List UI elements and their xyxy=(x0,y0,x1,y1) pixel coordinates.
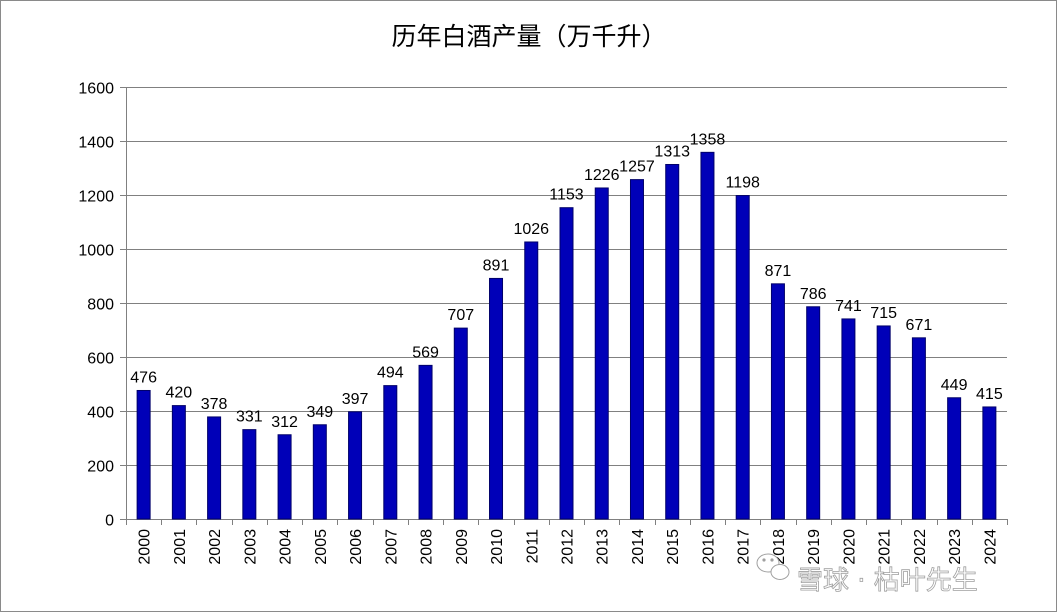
value-label-2020: 741 xyxy=(835,298,862,315)
value-label-2001: 420 xyxy=(166,385,193,402)
x-tick-label-2010: 2010 xyxy=(489,529,506,565)
y-tick-label: 800 xyxy=(87,297,114,314)
x-tick-label-2024: 2024 xyxy=(982,529,999,565)
bar-2015 xyxy=(665,163,680,520)
value-label-2013: 1226 xyxy=(584,167,620,184)
bar-2001 xyxy=(171,405,186,520)
bar-2021 xyxy=(876,325,891,520)
x-tick-label-2004: 2004 xyxy=(278,529,295,565)
value-label-2011: 1026 xyxy=(513,221,549,238)
bar-2010 xyxy=(489,277,504,520)
y-tick-label: 600 xyxy=(87,351,114,368)
y-tick-label: 400 xyxy=(87,405,114,422)
bar-2016 xyxy=(700,151,715,520)
bar-2006 xyxy=(348,411,363,520)
x-tick-label-2016: 2016 xyxy=(700,529,717,565)
value-label-2007: 494 xyxy=(377,365,404,382)
bar-2017 xyxy=(735,195,750,520)
value-label-2003: 331 xyxy=(236,409,263,426)
y-tick-label: 1600 xyxy=(78,81,114,98)
bar-2004 xyxy=(277,434,292,520)
value-label-2015: 1313 xyxy=(654,143,690,160)
x-tick-labels: 2000 2001 2002 2003 2004 2005 2006 2007 2008 2009… xyxy=(137,529,1000,565)
bar-2014 xyxy=(629,179,644,520)
x-tick-label-2002: 2002 xyxy=(207,529,224,565)
value-label-2004: 312 xyxy=(271,414,298,431)
value-label-2002: 378 xyxy=(201,396,228,413)
y-tick-label: 1200 xyxy=(78,189,114,206)
value-label-2014: 1257 xyxy=(619,159,655,176)
x-tick-label-2001: 2001 xyxy=(172,529,189,565)
bars xyxy=(136,151,997,520)
bar-2008 xyxy=(418,364,433,520)
value-label-2016: 1358 xyxy=(690,131,726,148)
bar-2022 xyxy=(911,337,926,520)
bar-2020 xyxy=(841,318,856,520)
x-tick-label-2009: 2009 xyxy=(454,529,471,565)
x-tick-label-2019: 2019 xyxy=(806,529,823,565)
value-label-2017: 1198 xyxy=(725,175,760,192)
value-label-2000: 476 xyxy=(130,369,157,386)
bar-2009 xyxy=(453,327,468,520)
y-tick-label: 1000 xyxy=(78,243,114,260)
x-tick-label-2000: 2000 xyxy=(137,529,154,565)
value-label-2021: 715 xyxy=(870,305,897,322)
value-label-2012: 1153 xyxy=(549,187,584,204)
bar-2012 xyxy=(559,207,574,520)
value-label-2023: 449 xyxy=(941,377,968,394)
x-tick-label-2017: 2017 xyxy=(736,529,753,565)
x-tick-label-2008: 2008 xyxy=(419,529,436,565)
value-labels: 476 420 378 331 312 349 397 494 569 707 891 1026115… xyxy=(130,131,1003,430)
x-tick-label-2003: 2003 xyxy=(242,529,259,565)
bar-2013 xyxy=(594,187,609,520)
value-label-2005: 349 xyxy=(306,404,333,421)
value-label-2006: 397 xyxy=(342,391,369,408)
value-label-2019: 786 xyxy=(800,286,827,303)
bar-2005 xyxy=(312,424,327,520)
bar-2023 xyxy=(947,397,962,520)
x-tick-label-2006: 2006 xyxy=(348,529,365,565)
y-tick-label: 0 xyxy=(105,513,114,530)
value-label-2024: 415 xyxy=(976,386,1003,403)
wechat-icon xyxy=(756,553,790,580)
y-tick-label: 1400 xyxy=(78,135,114,152)
x-tick-label-2012: 2012 xyxy=(560,529,577,565)
x-tick-label-2015: 2015 xyxy=(665,529,682,565)
value-label-2018: 871 xyxy=(765,263,792,280)
value-label-2022: 671 xyxy=(906,317,933,334)
bar-2024 xyxy=(982,406,997,520)
bar-2007 xyxy=(383,385,398,520)
value-label-2008: 569 xyxy=(412,344,439,361)
x-tick-label-2013: 2013 xyxy=(595,529,612,565)
y-tick-labels: 0 200 400 600 800 1000 1200 1400 1600 xyxy=(78,81,114,530)
watermark-text: 雪球 · 枯叶先生 xyxy=(797,566,978,596)
value-label-2010: 891 xyxy=(483,257,510,274)
bar-2002 xyxy=(207,416,222,520)
x-tick-label-2020: 2020 xyxy=(841,529,858,565)
axes xyxy=(120,87,1008,525)
value-label-2009: 707 xyxy=(447,307,474,324)
x-tick-label-2023: 2023 xyxy=(947,529,964,565)
x-tick-label-2005: 2005 xyxy=(313,529,330,565)
watermark: 雪球 · 枯叶先生 xyxy=(756,553,978,596)
x-tick-label-2014: 2014 xyxy=(630,529,647,565)
bar-2000 xyxy=(136,389,151,520)
bar-2018 xyxy=(770,283,785,520)
bar-2003 xyxy=(242,429,257,520)
bar-2019 xyxy=(806,306,821,520)
x-tick-label-2007: 2007 xyxy=(383,529,400,565)
x-tick-label-2011: 2011 xyxy=(524,529,541,564)
bar-2011 xyxy=(524,241,539,520)
y-tick-label: 200 xyxy=(87,459,114,476)
x-tick-label-2022: 2022 xyxy=(912,529,929,565)
chart-title: 历年白酒产量（万千升） xyxy=(391,22,666,51)
x-tick-label-2021: 2021 xyxy=(877,529,894,565)
